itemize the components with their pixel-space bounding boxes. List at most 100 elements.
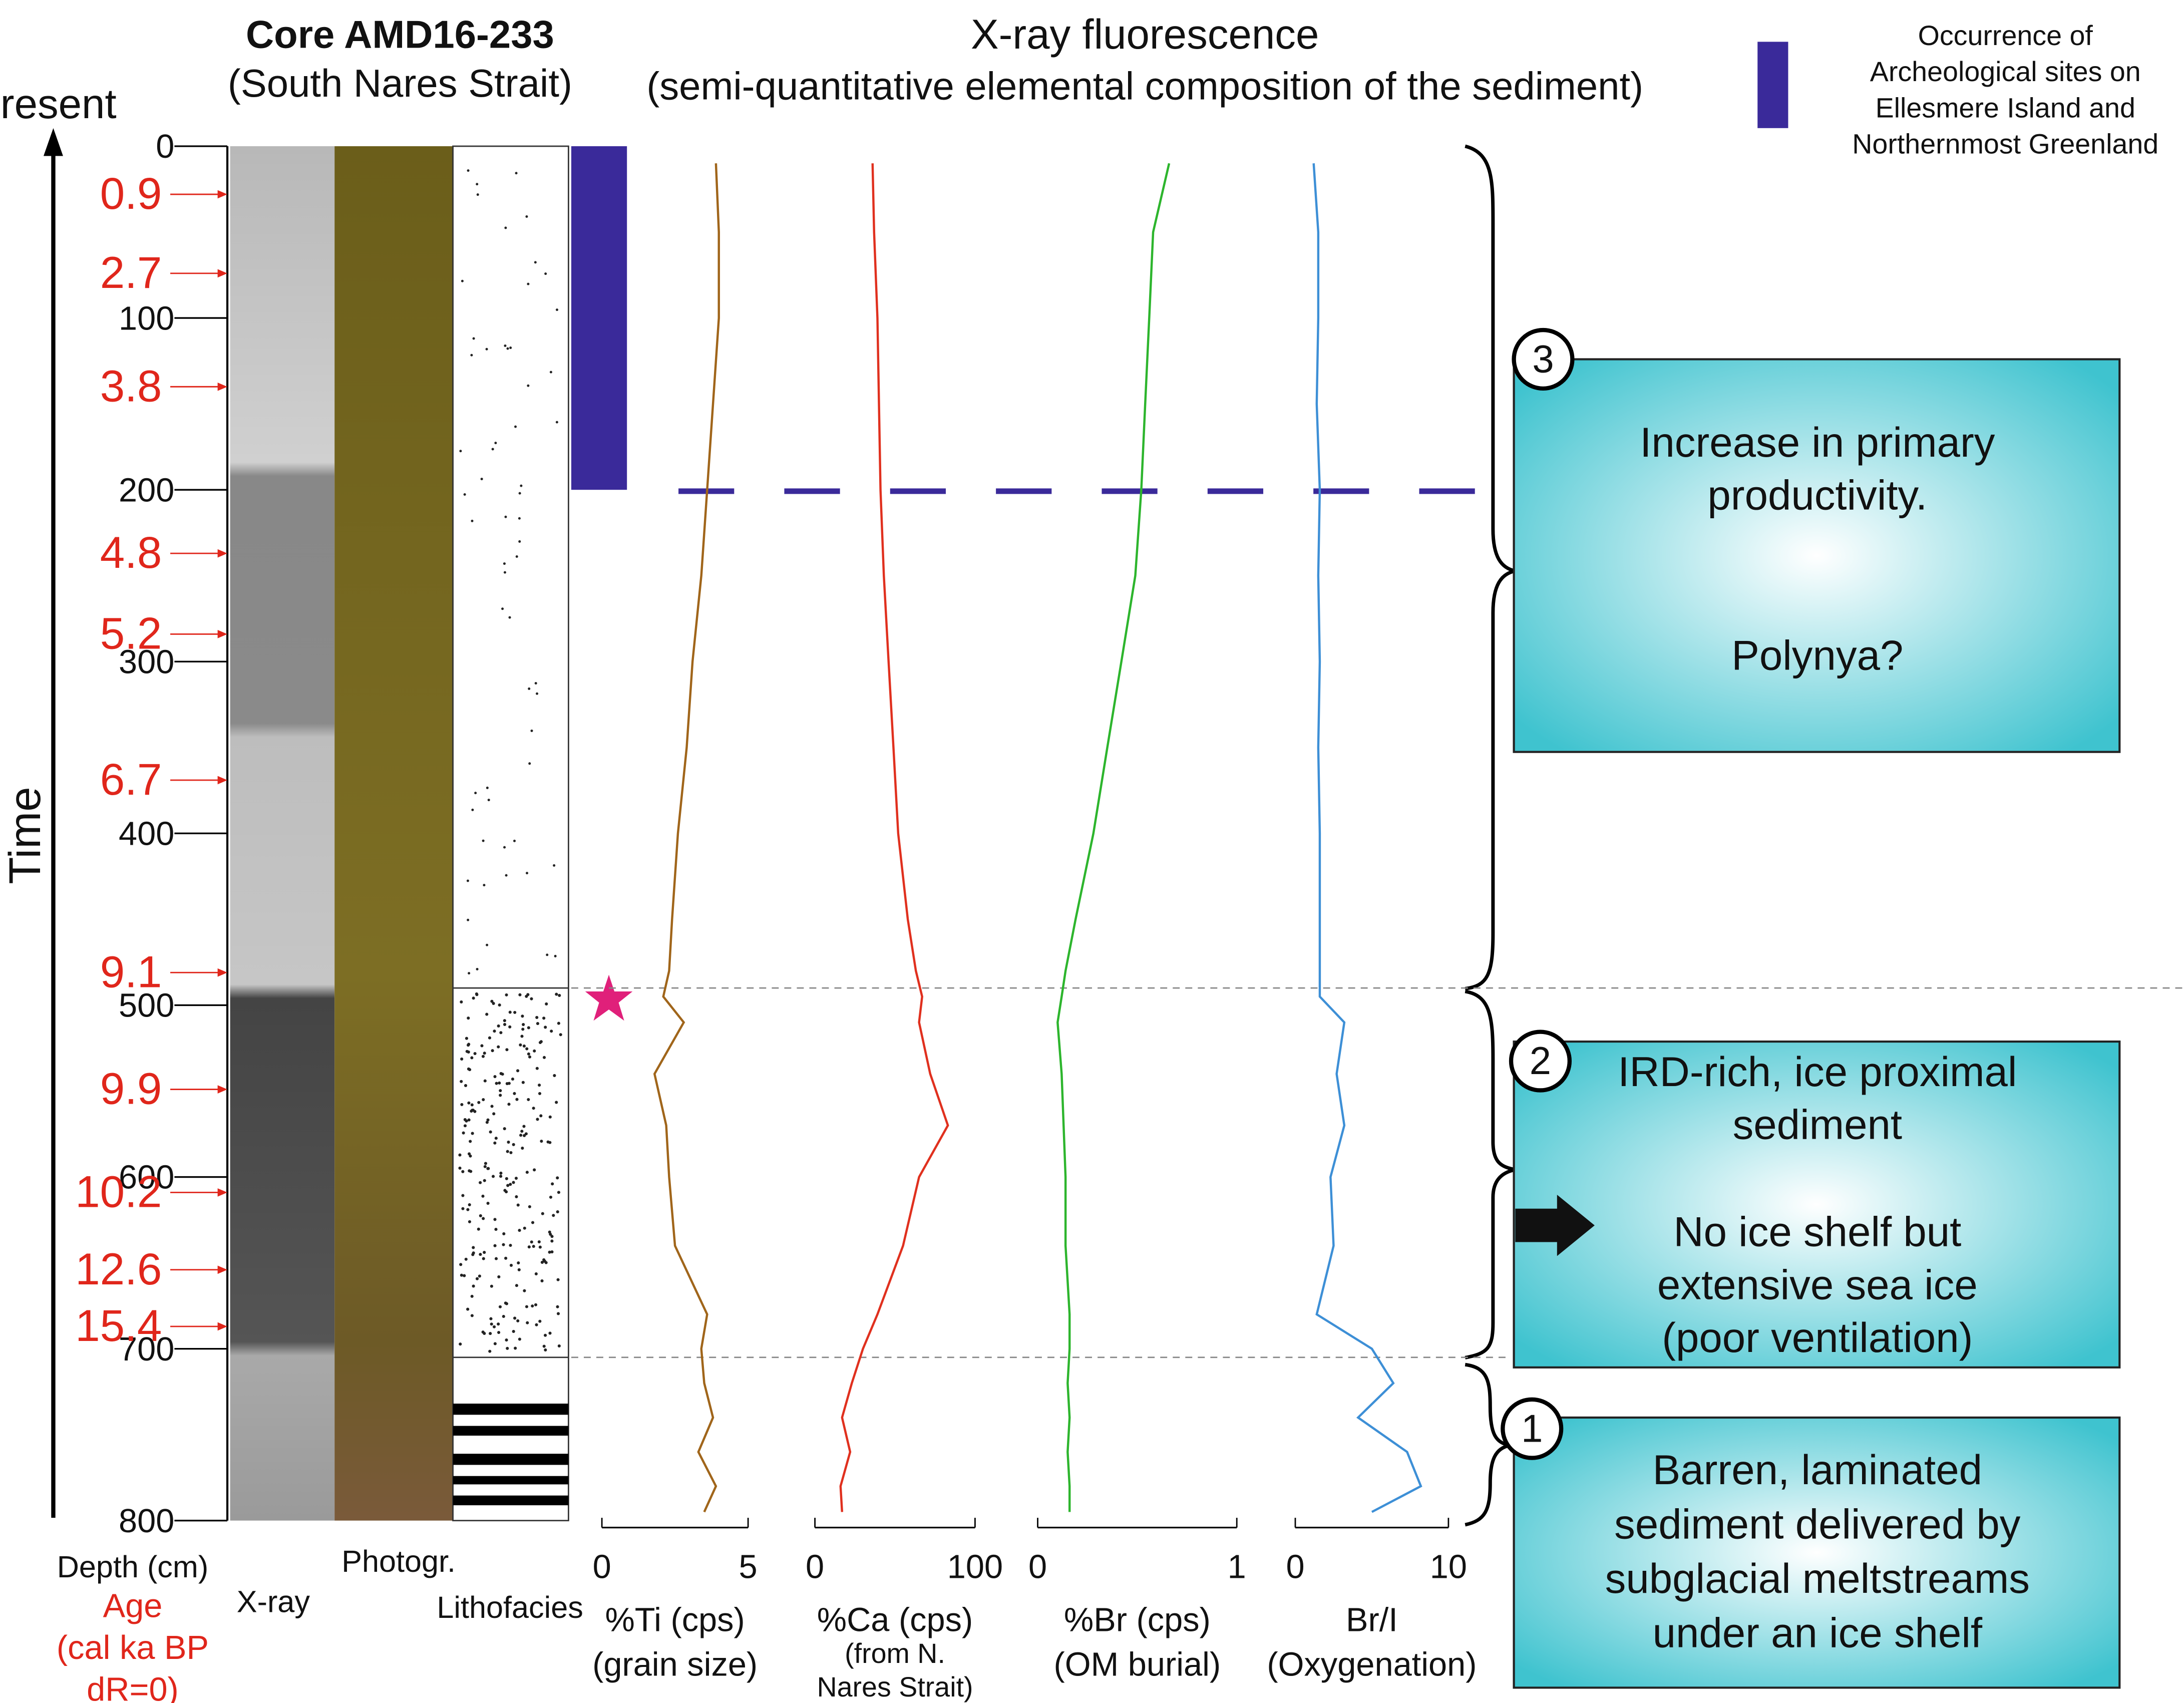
litho-dot xyxy=(467,1102,470,1105)
litho-dot xyxy=(557,1312,560,1315)
litho-dot xyxy=(497,1025,500,1028)
age-arrow-head xyxy=(218,1188,227,1197)
litho-dot xyxy=(467,169,470,172)
litho-dot xyxy=(520,1130,523,1133)
litho-dot xyxy=(525,1047,528,1050)
box-text: extensive sea ice xyxy=(1657,1261,1978,1308)
litho-dot xyxy=(515,1195,518,1198)
profile-line xyxy=(841,163,948,1512)
litho-dot xyxy=(539,1246,542,1249)
litho-dot xyxy=(493,1030,496,1033)
litho-dot xyxy=(556,308,558,311)
litho-dot xyxy=(467,879,469,882)
litho-dot xyxy=(514,426,517,428)
litho-dot xyxy=(470,1056,473,1059)
litho-dot xyxy=(518,540,521,543)
litho-dot xyxy=(471,1103,474,1106)
age-axis-title: dR=0) xyxy=(87,1671,179,1703)
litho-dot xyxy=(531,1221,534,1224)
litho-dot xyxy=(472,1251,475,1254)
litho-dot xyxy=(472,1284,475,1287)
litho-dot xyxy=(534,261,537,263)
xrf-subtitle: (semi-quantitative elemental composition… xyxy=(646,65,1643,108)
litho-dot xyxy=(503,1189,506,1192)
litho-dot xyxy=(488,799,490,801)
litho-dot xyxy=(464,493,466,496)
litho-dot xyxy=(504,571,506,574)
litho-dot xyxy=(509,616,511,619)
litho-dot xyxy=(523,1289,526,1292)
litho-dot xyxy=(543,1260,546,1263)
litho-dot xyxy=(530,997,533,1000)
litho-dot xyxy=(549,1196,552,1199)
litho-dot xyxy=(520,485,522,487)
litho-dot xyxy=(493,1075,496,1078)
litho-dot xyxy=(464,1084,467,1087)
litho-dot xyxy=(483,1052,486,1055)
litho-dot xyxy=(503,1023,506,1026)
xray-strip xyxy=(230,146,335,1521)
x-axis-label: (Oxygenation) xyxy=(1267,1646,1477,1683)
litho-dot xyxy=(538,1240,541,1243)
litho-dot xyxy=(476,183,478,185)
litho-dot xyxy=(533,1168,536,1171)
litho-dot xyxy=(558,1344,561,1347)
litho-dot xyxy=(483,1179,486,1182)
litho-dot xyxy=(544,1026,547,1029)
star xyxy=(585,975,633,1021)
litho-dot xyxy=(532,1245,535,1248)
litho-dot xyxy=(475,993,478,996)
litho-dot xyxy=(484,1162,487,1165)
litho-dot xyxy=(544,1348,547,1351)
litho-dot xyxy=(543,1056,546,1059)
litho-dot xyxy=(459,1342,462,1345)
litho-dot xyxy=(497,1046,500,1049)
litho-dot xyxy=(479,1253,482,1256)
litho-dot xyxy=(512,1330,515,1333)
litho-dot xyxy=(540,1140,543,1143)
litho-dot xyxy=(494,442,497,444)
litho-dot xyxy=(559,1033,562,1036)
litho-dot xyxy=(521,1014,524,1017)
litho-dot xyxy=(551,1182,554,1185)
litho-dot xyxy=(556,1305,559,1308)
age-arrow-head xyxy=(218,1322,227,1331)
litho-dot xyxy=(497,1322,500,1325)
litho-dot xyxy=(543,1344,546,1347)
litho-dot xyxy=(513,1092,516,1095)
depth-tick-label: 400 xyxy=(119,816,174,853)
litho-dot xyxy=(513,1316,516,1319)
litho-dot xyxy=(544,1334,547,1337)
litho-dot xyxy=(499,1094,502,1097)
litho-dot xyxy=(527,385,529,387)
litho-dot xyxy=(550,1030,553,1033)
litho-dot xyxy=(525,1305,528,1308)
litho-dot xyxy=(503,1127,506,1130)
litho-dot xyxy=(485,1013,488,1016)
litho-dot xyxy=(502,1232,505,1235)
litho-dot xyxy=(558,994,561,997)
age-arrow-head xyxy=(218,968,227,977)
litho-dot xyxy=(553,1074,556,1077)
litho-dot xyxy=(507,348,509,350)
litho-dot xyxy=(506,1184,509,1187)
core-subtitle: (South Nares Strait) xyxy=(228,62,572,105)
litho-dot xyxy=(550,371,552,374)
litho-dot xyxy=(518,1268,521,1271)
litho-dot xyxy=(557,1278,560,1281)
litho-dot xyxy=(556,421,558,424)
litho-dot xyxy=(473,337,475,340)
litho-dot xyxy=(463,1274,466,1277)
litho-dot xyxy=(539,1114,542,1117)
litho-dot xyxy=(556,1176,559,1179)
litho-dot xyxy=(471,1314,474,1317)
litho-dot xyxy=(458,1154,461,1157)
litho-dot xyxy=(486,1118,489,1121)
litho-dot xyxy=(505,1048,508,1051)
litho-dot xyxy=(466,1208,469,1211)
age-arrow-head xyxy=(218,269,227,278)
age-label: 15.4 xyxy=(75,1300,162,1350)
litho-dot xyxy=(521,1028,524,1031)
litho-dot xyxy=(545,1002,548,1005)
xrf-title: X-ray fluorescence xyxy=(971,11,1319,58)
